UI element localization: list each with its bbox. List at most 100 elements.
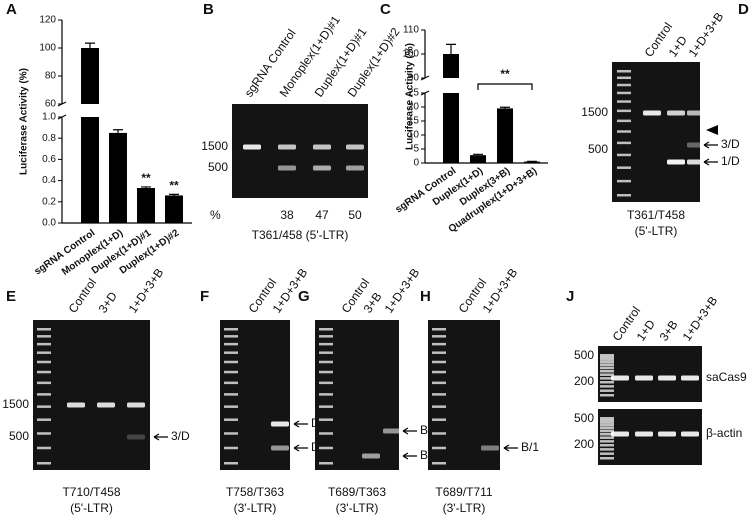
ladder-band [432,405,446,408]
marker-label: 200 [574,437,594,451]
ladder-band [432,393,446,396]
band [611,431,629,437]
ladder-band [617,194,631,197]
caption: T689/T711 [435,485,492,499]
ladder-band [37,381,51,385]
ladder-band [37,418,51,421]
band [681,431,699,437]
y-tick-label: 0.8 [42,133,56,144]
ladder-band [224,328,238,331]
ladder-band [600,356,614,359]
ladder-band [319,328,333,331]
ladder-band [319,432,333,435]
panel-letter: A [6,1,17,18]
band [383,428,401,434]
ladder-band [224,335,238,338]
y-axis-label: Luciferase Activity (%) [19,68,30,175]
bar [109,132,127,223]
ladder-band [319,351,333,354]
panel-letter: C [380,1,391,18]
ladder-band [224,342,238,346]
marker-label: 200 [574,374,594,388]
ladder-band [37,360,51,364]
ladder-band [37,462,51,465]
ladder-band [432,446,446,450]
y-tick-label: 120 [39,15,56,26]
ladder-band [224,405,238,408]
caption: (3'-LTR) [443,501,486,515]
bar [165,195,183,223]
y-tick-label: 0.6 [42,154,56,165]
band [362,453,380,459]
ladder-band [432,381,446,385]
lane-label: Monoplex(1+D)#1 [277,13,344,100]
band [481,445,499,451]
marker-label: 500 [574,411,594,425]
band [313,165,331,171]
y-tick-label: 100 [39,43,56,54]
marker-label: 500 [208,160,228,174]
ladder-band [600,366,614,370]
marker-label: 1500 [201,139,228,153]
ladder-band [37,351,51,354]
ladder-band [617,83,631,87]
y-tick-label: 110 [403,25,419,36]
ladder-band [224,462,238,465]
caption: (5'-LTR) [635,224,678,238]
panel-letter: F [200,288,209,305]
band-annotation: 3/D [171,429,190,443]
error-bar [113,129,123,133]
marker-label: 500 [9,429,29,443]
error-bar [500,106,510,109]
band-annotation: 1/D [721,154,740,168]
arrow [402,452,417,460]
bar [81,48,99,104]
ladder-band [600,381,614,384]
ladder-band [617,179,631,183]
arrow [402,427,417,435]
lane-label: 3+D [96,289,120,316]
ladder-band [617,109,631,113]
ladder-band [600,394,614,397]
ladder-band [600,363,614,367]
bar [137,188,155,223]
ladder-band [600,448,614,451]
y-tick-label: 90 [408,73,420,84]
ladder-band [37,335,51,338]
band [127,402,145,408]
lane-label: 3+B [657,318,681,344]
lane-label: 1+D [634,317,658,344]
ladder-band [600,421,614,424]
ladder-band [600,433,614,436]
band [271,421,289,427]
ladder-band [319,381,333,385]
ladder-band [600,426,614,430]
arrow [153,433,168,441]
ladder-band [617,91,631,95]
band [667,159,685,165]
band-annotation: 3/D [721,137,740,151]
band [271,445,289,451]
marker-label: 1500 [581,105,608,119]
arrow [293,444,308,452]
ladder-band [617,153,631,157]
bar [443,93,459,163]
ladder-band [37,328,51,331]
y-tick-label: 20 [408,102,420,113]
band [687,142,705,148]
y-tick-label: 15 [408,116,420,127]
significance: ** [169,179,179,193]
caption: T710/T458 [62,485,120,499]
ladder-band [600,429,614,433]
ladder-band [224,432,238,435]
band [635,375,653,381]
ladder-band [600,452,614,455]
y-tick-label: 1.0 [42,112,56,123]
ladder-band [600,436,614,439]
ladder-band [319,418,333,421]
error-bar [141,186,151,189]
band [346,144,364,150]
ladder-band [617,76,631,80]
percent: 38 [280,208,294,222]
band [658,375,676,381]
